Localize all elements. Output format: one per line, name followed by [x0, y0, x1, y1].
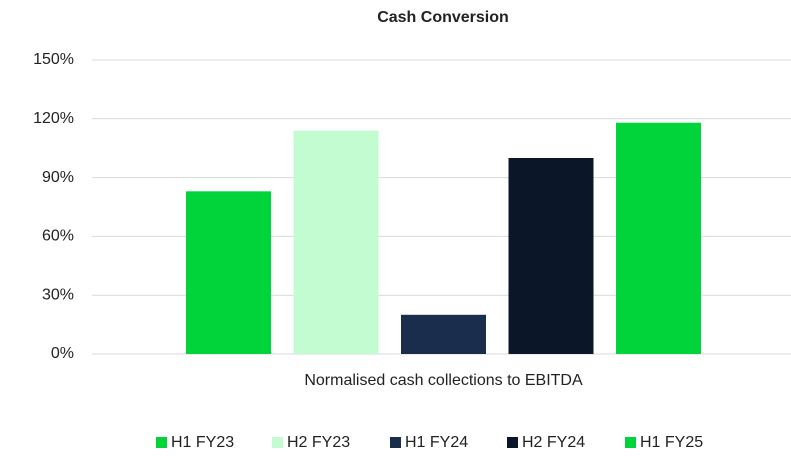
legend-label: H2 FY23: [287, 434, 350, 451]
y-tick-label: 150%: [33, 51, 74, 68]
legend-swatch: [625, 437, 636, 448]
chart-title: Cash Conversion: [377, 9, 509, 26]
legend-label: H1 FY23: [171, 434, 234, 451]
bar: [508, 158, 594, 354]
bar: [186, 191, 271, 354]
bar: [401, 314, 486, 354]
legend-label: H1 FY25: [640, 434, 703, 451]
y-tick-label: 0%: [51, 345, 74, 362]
x-tick-label: Normalised cash collections to EBITDA: [304, 372, 583, 389]
bar: [616, 122, 701, 354]
legend-swatch: [272, 437, 283, 448]
legend-label: H1 FY24: [405, 434, 468, 451]
bar: [293, 130, 379, 354]
legend-swatch: [156, 437, 167, 448]
legend-label: H2 FY24: [522, 434, 585, 451]
legend-swatch: [507, 437, 518, 448]
y-tick-label: 30%: [42, 286, 74, 303]
y-tick-label: 60%: [42, 228, 74, 245]
legend-swatch: [390, 437, 401, 448]
y-tick-label: 120%: [33, 110, 74, 127]
y-tick-label: 90%: [42, 169, 74, 186]
